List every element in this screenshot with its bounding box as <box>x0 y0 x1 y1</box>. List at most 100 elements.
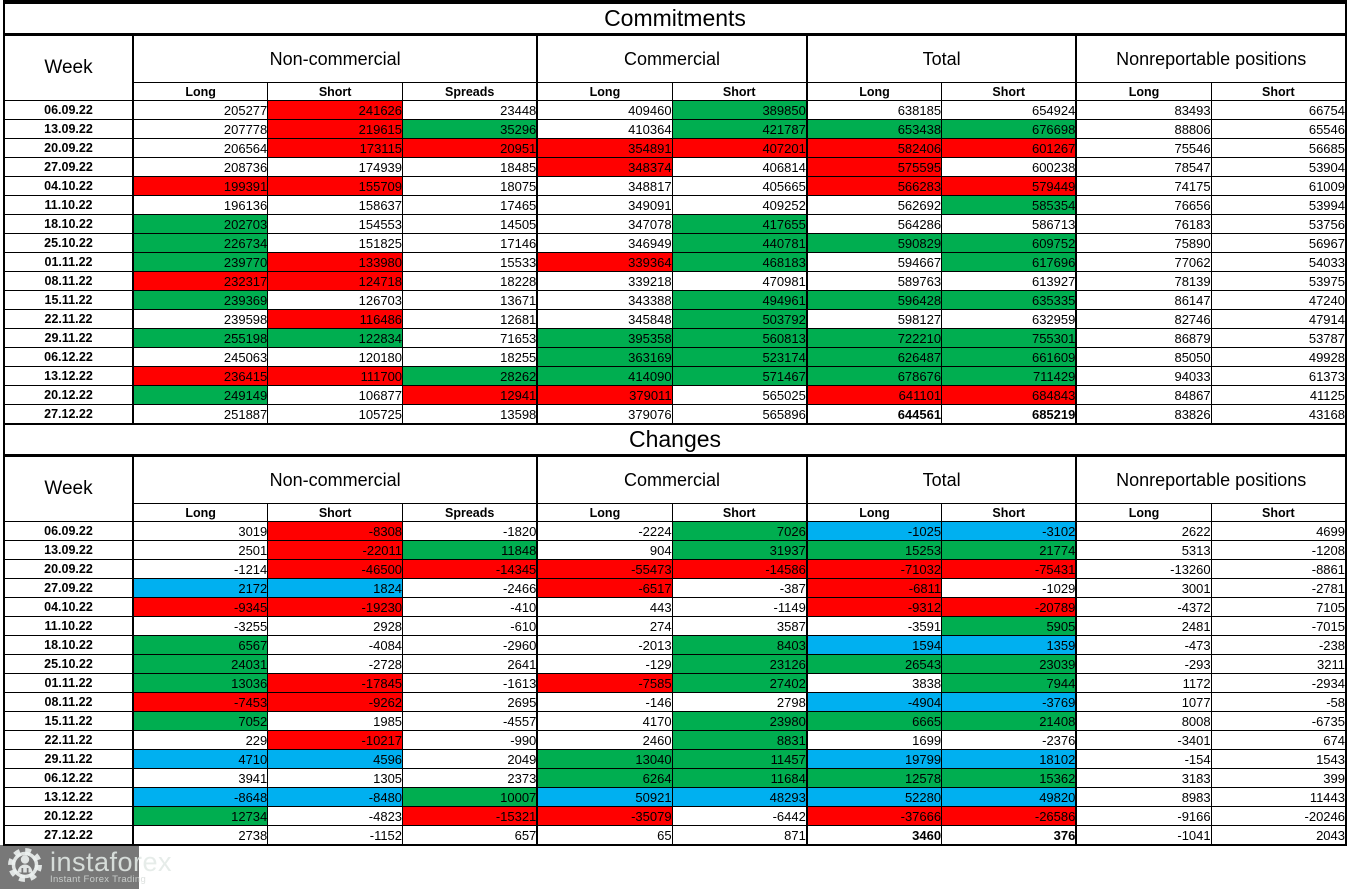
brand-text: instaforex <box>50 847 173 878</box>
data-cell: 2695 <box>402 692 538 712</box>
data-cell: 638185 <box>805 100 943 120</box>
data-cell: 1359 <box>941 635 1077 655</box>
data-cell: -35079 <box>536 806 673 826</box>
data-cell: 685219 <box>941 404 1077 425</box>
data-cell: 349091 <box>536 195 673 215</box>
data-cell: 904 <box>536 540 673 560</box>
week-cell: 20.12.22 <box>3 806 134 826</box>
column-header: Short <box>941 503 1077 522</box>
data-cell: 4596 <box>267 749 404 769</box>
data-cell: 56685 <box>1210 138 1347 158</box>
data-cell: -1613 <box>402 673 538 693</box>
data-cell: -129 <box>536 654 673 674</box>
group-header: Total <box>805 456 1077 504</box>
table-row: 11.10.22 -3255 2928 -610 274 3587 -3591 5905 248… <box>3 616 1347 636</box>
data-cell: 348817 <box>536 176 673 196</box>
group-header: Commercial <box>536 456 808 504</box>
data-cell: 503792 <box>671 309 808 329</box>
data-cell: 18255 <box>402 347 538 367</box>
data-cell: 206564 <box>132 138 269 158</box>
table-row: 29.11.22 4710 4596 2049 13040 11457 19799 18102… <box>3 749 1347 769</box>
week-header: Week <box>3 35 134 101</box>
column-header: Long <box>1075 503 1212 522</box>
data-cell: 6665 <box>805 711 943 731</box>
column-header: Long <box>132 503 269 522</box>
data-cell: 443 <box>536 597 673 617</box>
table-row: 20.12.22 12734 -4823 -15321 -35079 -6442 -3766… <box>3 806 1347 826</box>
data-cell: 229 <box>132 730 269 750</box>
column-header: Long <box>536 82 673 101</box>
data-cell: -8480 <box>267 787 404 807</box>
group-header: Non-commercial <box>132 35 538 83</box>
commitments-title: Commitments <box>3 0 1347 35</box>
logo-text-block: instaforex Instant Forex Trading <box>50 849 172 885</box>
data-cell: -1152 <box>267 825 404 846</box>
data-cell: 468183 <box>671 252 808 272</box>
data-cell: -6442 <box>671 806 808 826</box>
data-cell: 376 <box>941 825 1077 846</box>
data-cell: 421787 <box>671 119 808 139</box>
data-cell: 2481 <box>1075 616 1212 636</box>
week-cell: 01.11.22 <box>3 673 134 693</box>
data-cell: 75890 <box>1075 233 1212 253</box>
data-cell: -3401 <box>1075 730 1212 750</box>
data-cell: -293 <box>1075 654 1212 674</box>
data-cell: 274 <box>536 616 673 636</box>
data-cell: 3183 <box>1075 768 1212 788</box>
data-cell: -8861 <box>1210 559 1347 579</box>
week-cell: 27.12.22 <box>3 404 134 425</box>
data-cell: 12941 <box>402 385 538 405</box>
data-cell: 52280 <box>805 787 943 807</box>
column-header: Short <box>671 82 808 101</box>
data-cell: 43168 <box>1210 404 1347 425</box>
data-cell: 53975 <box>1210 271 1347 291</box>
table-row: 22.11.22 239598 116486 12681 345848 503792 598… <box>3 309 1347 329</box>
data-cell: 6567 <box>132 635 269 655</box>
week-cell: 20.09.22 <box>3 559 134 579</box>
data-cell: 12578 <box>805 768 943 788</box>
data-cell: 78547 <box>1075 157 1212 177</box>
data-cell: 594667 <box>805 252 943 272</box>
data-cell: 151825 <box>267 233 404 253</box>
data-cell: 133980 <box>267 252 404 272</box>
data-cell: 35296 <box>402 119 538 139</box>
data-cell: 84867 <box>1075 385 1212 405</box>
table-row: 08.11.22 232317 124718 18228 339218 470981 589… <box>3 271 1347 291</box>
data-cell: 661609 <box>941 347 1077 367</box>
column-header: Long <box>132 82 269 101</box>
data-cell: -58 <box>1210 692 1347 712</box>
data-cell: 1305 <box>267 768 404 788</box>
data-cell: -410 <box>402 597 538 617</box>
data-cell: 53904 <box>1210 157 1347 177</box>
data-cell: 11443 <box>1210 787 1347 807</box>
data-cell: 417655 <box>671 214 808 234</box>
week-cell: 11.10.22 <box>3 616 134 636</box>
data-cell: 2501 <box>132 540 269 560</box>
data-cell: 18075 <box>402 176 538 196</box>
data-cell: 6264 <box>536 768 673 788</box>
week-cell: 06.12.22 <box>3 768 134 788</box>
data-cell: 85050 <box>1075 347 1212 367</box>
data-cell: 363169 <box>536 347 673 367</box>
data-cell: -146 <box>536 692 673 712</box>
week-cell: 29.11.22 <box>3 749 134 769</box>
data-cell: 15362 <box>941 768 1077 788</box>
data-cell: 15533 <box>402 252 538 272</box>
data-cell: 11457 <box>671 749 808 769</box>
data-cell: -20246 <box>1210 806 1347 826</box>
data-cell: -1208 <box>1210 540 1347 560</box>
data-cell: 2172 <box>132 578 269 598</box>
table-row: 08.11.22 -7453 -9262 2695 -146 2798 -4904 -3769… <box>3 692 1347 712</box>
data-cell: -2934 <box>1210 673 1347 693</box>
data-cell: 86147 <box>1075 290 1212 310</box>
data-cell: 74175 <box>1075 176 1212 196</box>
data-cell: 154553 <box>267 214 404 234</box>
data-cell: 2373 <box>402 768 538 788</box>
data-cell: 406814 <box>671 157 808 177</box>
data-cell: 1824 <box>267 578 404 598</box>
data-cell: 124718 <box>267 271 404 291</box>
data-cell: 18228 <box>402 271 538 291</box>
data-cell: 410364 <box>536 119 673 139</box>
data-cell: 28262 <box>402 366 538 386</box>
data-cell: 565896 <box>671 404 808 425</box>
